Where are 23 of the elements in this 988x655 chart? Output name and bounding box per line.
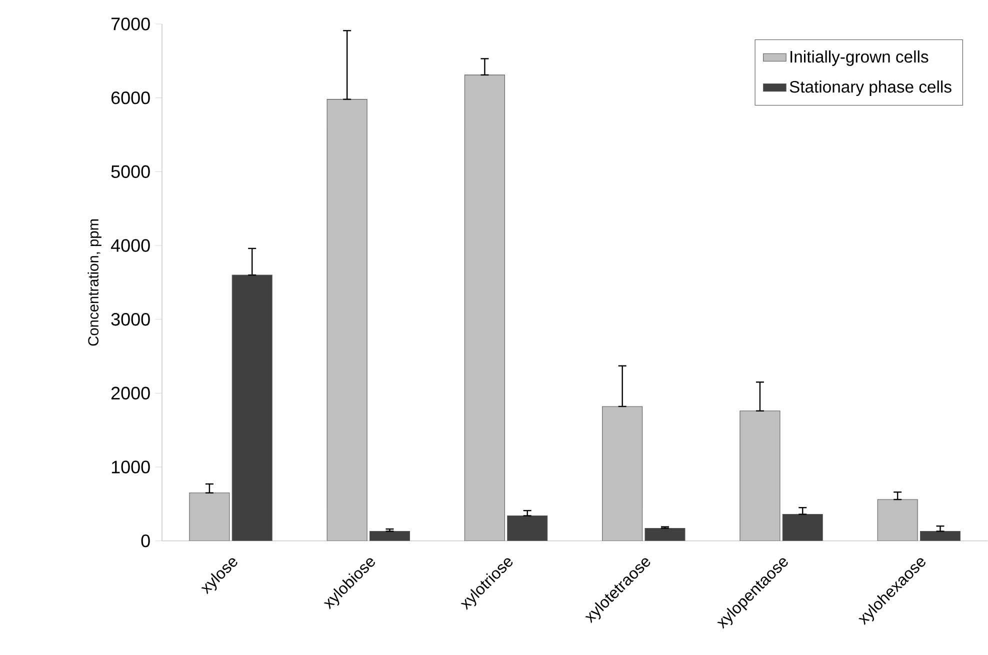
y-tick-label: 1000: [112, 460, 150, 474]
bar: [189, 492, 230, 541]
bar: [877, 499, 918, 541]
bar: [782, 514, 823, 541]
y-axis-title: Concentration, ppm: [88, 220, 102, 346]
y-tick-label: 4000: [110, 239, 150, 252]
bar: [326, 99, 368, 541]
y-tick-label: 3000: [111, 313, 150, 326]
bar: [232, 274, 272, 541]
bar: [920, 531, 961, 541]
bar: [369, 531, 410, 541]
y-tick-label: 6000: [111, 92, 150, 104]
bar: [644, 528, 686, 541]
y-tick-label: 7000: [111, 18, 150, 30]
y-tick-label: 0: [141, 534, 150, 548]
bar: [740, 410, 780, 541]
bar: [507, 516, 548, 541]
bar: [602, 406, 643, 541]
legend-label: Initially-grown cells: [790, 50, 928, 66]
y-tick-label: 5000: [111, 165, 150, 178]
legend-label: Stationary phase cells: [790, 80, 952, 96]
y-tick-label: 2000: [111, 386, 150, 400]
bar: [464, 74, 505, 541]
